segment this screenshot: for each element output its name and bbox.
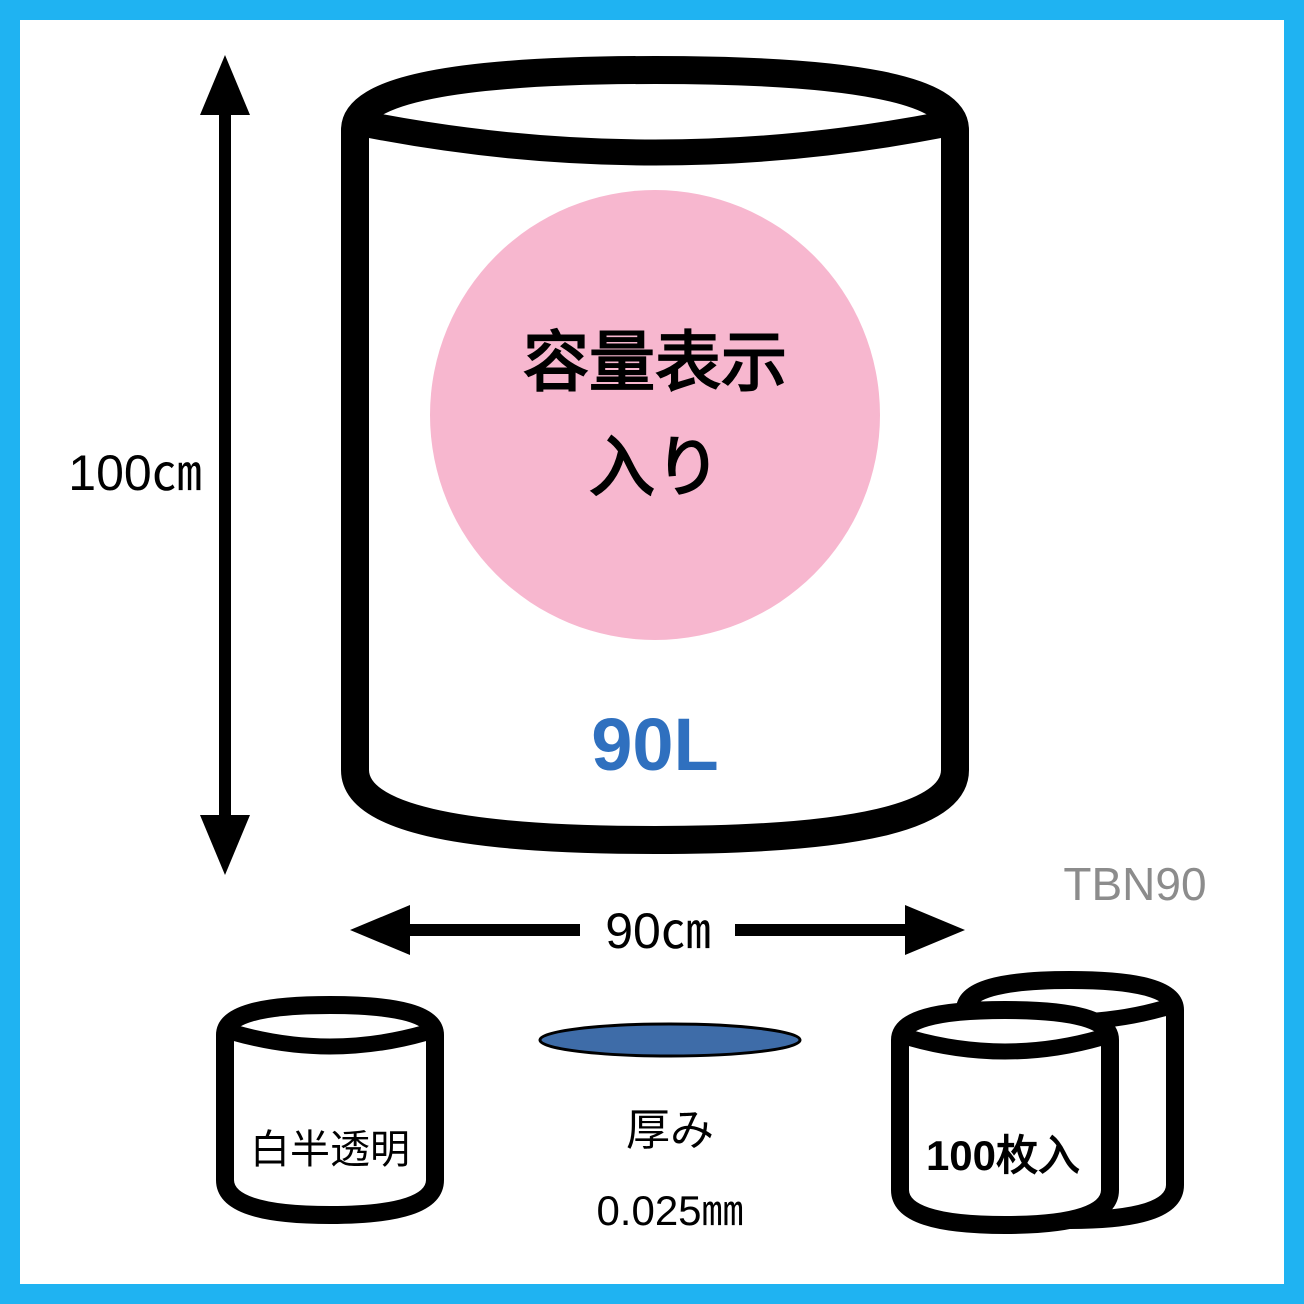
color-swatch-label: 白半透明 bbox=[250, 1128, 410, 1172]
thickness-heading: 厚み bbox=[626, 1106, 714, 1155]
diagram-svg: 容量表示 入り 90L 100㎝ 90㎝ TBN90 白半 bbox=[0, 0, 1304, 1304]
sheet-count-label: 100枚入 bbox=[926, 1132, 1080, 1179]
height-label: 100㎝ bbox=[68, 445, 201, 501]
badge-circle bbox=[430, 190, 880, 640]
badge-text-line2: 入り bbox=[589, 430, 721, 504]
badge-text-line1: 容量表示 bbox=[523, 325, 787, 399]
width-label: 90㎝ bbox=[605, 903, 711, 959]
thickness-ellipse bbox=[540, 1024, 800, 1056]
product-code: TBN90 bbox=[1063, 858, 1206, 910]
capacity-label: 90L bbox=[591, 703, 719, 786]
color-swatch-bag bbox=[225, 1005, 435, 1215]
sheet-count-bags bbox=[900, 980, 1175, 1225]
diagram-frame: 容量表示 入り 90L 100㎝ 90㎝ TBN90 白半 bbox=[0, 0, 1304, 1304]
thickness-value: 0.025㎜ bbox=[596, 1187, 743, 1234]
